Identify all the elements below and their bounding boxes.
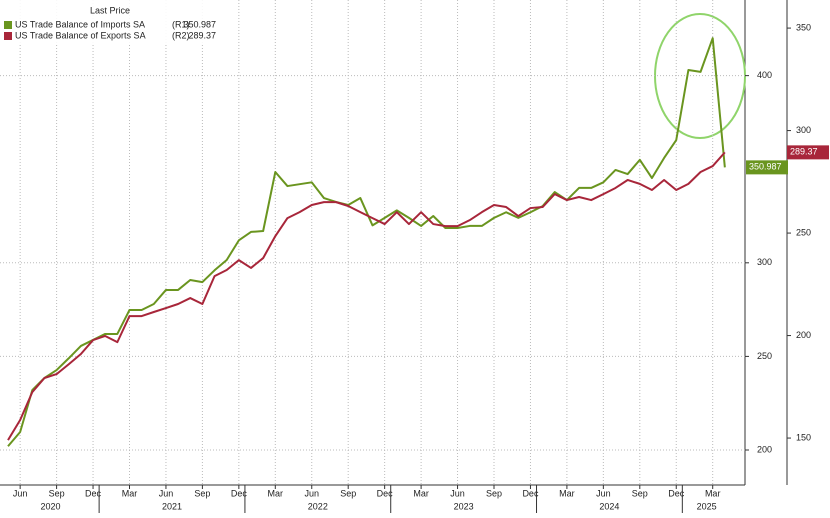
y2-tick-label: 250 [796,227,811,237]
x-tick-label: Dec [377,488,394,498]
last-value-box [746,160,788,175]
x-tick-label: Mar [413,488,429,498]
x-tick-label: Mar [268,488,284,498]
year-label: 2021 [162,501,182,511]
x-tick-label: Jun [450,488,465,498]
year-label: 2023 [454,501,474,511]
x-tick-label: Dec [85,488,102,498]
series-line [7,37,726,447]
x-tick-label: Sep [194,488,210,498]
year-label: 2025 [697,501,717,511]
x-tick-label: Jun [596,488,611,498]
legend-axis-tag: (R1) [172,19,190,29]
legend-title: Last Price [90,5,130,15]
x-tick-label: Sep [340,488,356,498]
x-tick-label: Mar [559,488,575,498]
legend-box [0,0,218,44]
x-tick-label: Dec [668,488,685,498]
legend-label: US Trade Balance of Exports SA [15,30,146,40]
last-value-box [787,145,829,160]
y-tick-label: 300 [757,257,772,267]
x-tick-label: Sep [632,488,648,498]
legend-label: US Trade Balance of Imports SA [15,19,145,29]
y-tick-label: 400 [757,70,772,80]
y2-tick-label: 150 [796,432,811,442]
y-tick-label: 200 [757,444,772,454]
x-tick-label: Dec [231,488,248,498]
x-tick-label: Jun [304,488,319,498]
year-label: 2020 [41,501,61,511]
legend-last-value: 350.987 [183,19,216,29]
last-value-label: 289.37 [790,147,818,157]
x-tick-label: Dec [522,488,539,498]
legend-axis-tag: (R2) [172,30,190,40]
legend-last-value: 289.37 [188,30,216,40]
year-label: 2024 [599,501,619,511]
x-tick-label: Mar [122,488,138,498]
x-tick-label: Jun [13,488,28,498]
y2-tick-label: 350 [796,22,811,32]
x-tick-label: Sep [486,488,502,498]
last-value-label: 350.987 [749,162,782,172]
series-line [7,151,726,441]
year-label: 2022 [308,501,328,511]
y-tick-label: 250 [757,351,772,361]
x-tick-label: Sep [49,488,65,498]
y2-tick-label: 300 [796,125,811,135]
legend-swatch [4,32,12,40]
legend-swatch [4,21,12,29]
x-tick-label: Mar [705,488,721,498]
y2-tick-label: 200 [796,330,811,340]
x-tick-label: Jun [159,488,174,498]
legend: Last Price US Trade Balance of Imports S… [0,0,218,44]
